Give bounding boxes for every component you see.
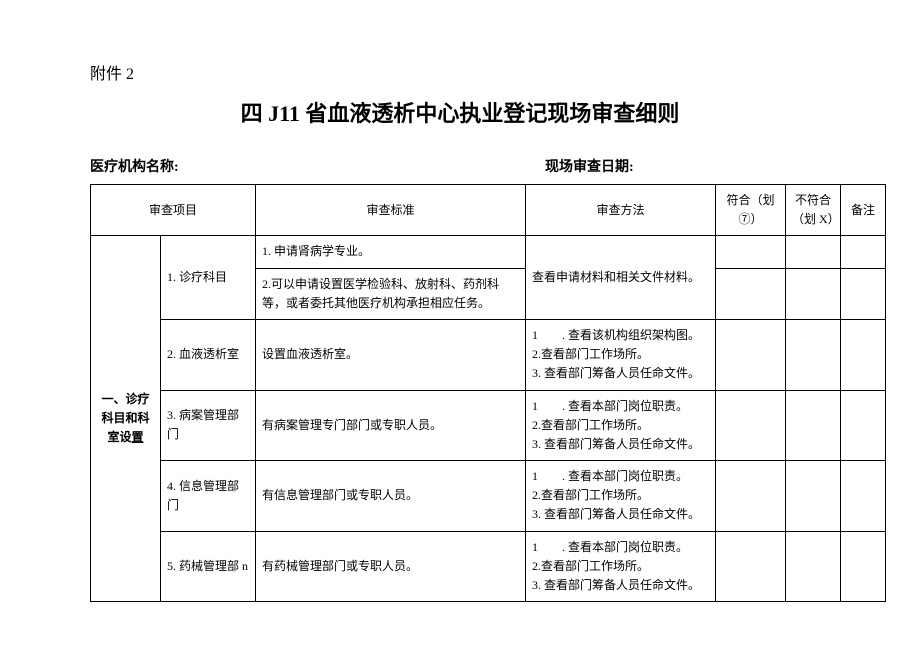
fail-cell [786,390,841,461]
inspection-date-label: 现场审查日期: [375,156,830,176]
fail-cell [786,319,841,390]
item-cell: 3. 病案管理部门 [161,390,256,461]
fail-cell [786,268,841,319]
col-standard: 审查标准 [256,185,526,236]
col-pass: 符合（划⑦） [716,185,786,236]
method-cell: 查看申请材料和相关文件材料。 [526,236,716,320]
fail-cell [786,531,841,602]
note-cell [841,319,886,390]
pass-cell [716,390,786,461]
col-note: 备注 [841,185,886,236]
category-underline: 置 [132,430,144,444]
item-cell: 2. 血液透析室 [161,319,256,390]
standard-cell: 1. 申请肾病学专业。 [256,236,526,268]
method-cell: 1 . 查看该机构组织架构图。 2.查看部门工作场所。 3. 查看部门筹备人员任… [526,319,716,390]
standard-cell: 设置血液透析室。 [256,319,526,390]
table-row: 2. 血液透析室 设置血液透析室。 1 . 查看该机构组织架构图。 2.查看部门… [91,319,886,390]
method-cell: 1 . 查看本部门岗位职责。 2.查看部门工作场所。 3. 查看部门筹备人员任命… [526,461,716,532]
note-cell [841,461,886,532]
pass-cell [716,531,786,602]
attachment-label: 附件 2 [90,60,830,84]
category-text: 一、诊疗科目和科室设置 [101,392,149,444]
method-cell: 1 . 查看本部门岗位职责。 2.查看部门工作场所。 3. 查看部门筹备人员任命… [526,531,716,602]
table-row: 5. 药械管理部 n 有药械管理部门或专职人员。 1 . 查看本部门岗位职责。 … [91,531,886,602]
standard-cell: 有信息管理部门或专职人员。 [256,461,526,532]
item-cell: 5. 药械管理部 n [161,531,256,602]
standard-cell: 2.可以申请设置医学检验科、放射科、药剂科等，或者委托其他医疗机构承担相应任务。 [256,268,526,319]
col-method: 审查方法 [526,185,716,236]
pass-cell [716,319,786,390]
inspection-table: 审查项目 审查标准 审查方法 符合（划⑦） 不符合（划 X） 备注 一、诊疗科目… [90,184,886,602]
note-cell [841,531,886,602]
pass-cell [716,461,786,532]
note-cell [841,390,886,461]
item-cell: 1. 诊疗科目 [161,236,256,320]
table-row: 3. 病案管理部门 有病案管理专门部门或专职人员。 1 . 查看本部门岗位职责。… [91,390,886,461]
fail-cell [786,236,841,268]
pass-cell [716,268,786,319]
table-row: 一、诊疗科目和科室设置 1. 诊疗科目 1. 申请肾病学专业。 查看申请材料和相… [91,236,886,268]
org-name-label: 医疗机构名称: [90,156,375,176]
col-inspect-item: 审查项目 [91,185,256,236]
pass-cell [716,236,786,268]
col-fail: 不符合（划 X） [786,185,841,236]
item-cell: 4. 信息管理部门 [161,461,256,532]
note-cell [841,236,886,268]
table-row: 4. 信息管理部门 有信息管理部门或专职人员。 1 . 查看本部门岗位职责。 2… [91,461,886,532]
method-cell: 1 . 查看本部门岗位职责。 2.查看部门工作场所。 3. 查看部门筹备人员任命… [526,390,716,461]
standard-cell: 有病案管理专门部门或专职人员。 [256,390,526,461]
table-header-row: 审查项目 审查标准 审查方法 符合（划⑦） 不符合（划 X） 备注 [91,185,886,236]
note-cell [841,268,886,319]
page-title: 四 J11 省血液透析中心执业登记现场审查细则 [90,96,830,128]
fail-cell [786,461,841,532]
category-cell: 一、诊疗科目和科室设置 [91,236,161,602]
standard-cell: 有药械管理部门或专职人员。 [256,531,526,602]
header-row: 医疗机构名称: 现场审查日期: [90,156,830,176]
